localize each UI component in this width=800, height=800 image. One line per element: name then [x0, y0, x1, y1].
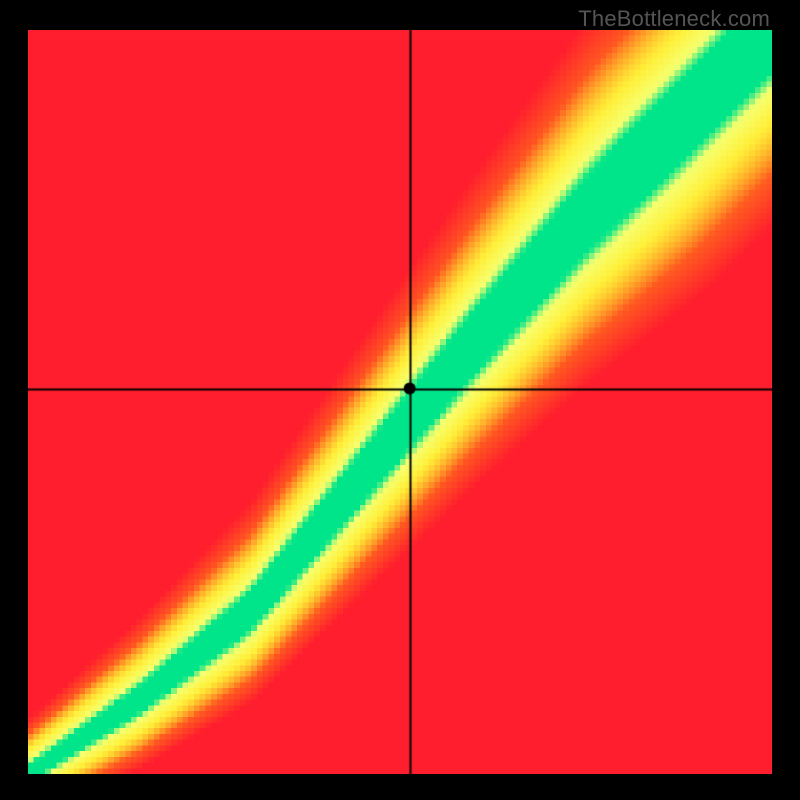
stage: TheBottleneck.com — [0, 0, 800, 800]
crosshair-overlay — [28, 30, 772, 774]
watermark-label: TheBottleneck.com — [578, 6, 770, 32]
